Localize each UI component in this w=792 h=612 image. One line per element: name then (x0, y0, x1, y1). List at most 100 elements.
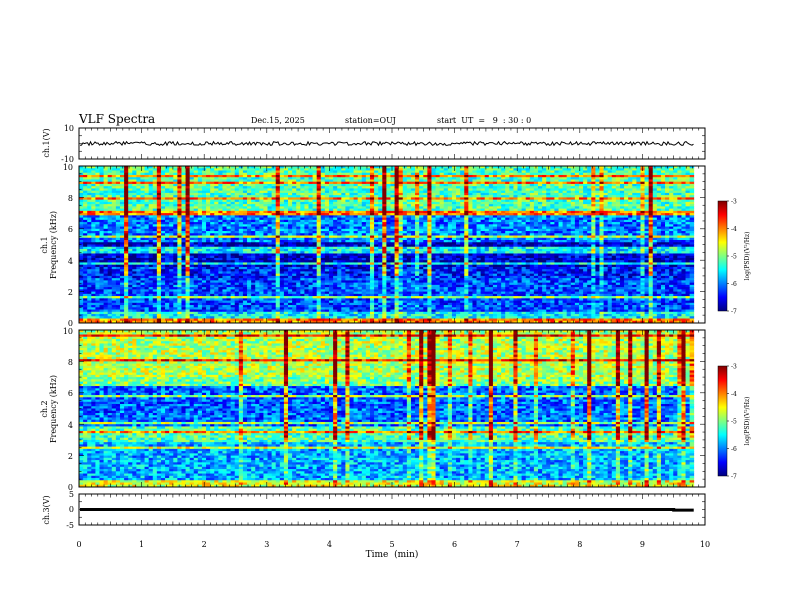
spectrogram-cell (501, 192, 506, 196)
spectrogram-cell (247, 170, 252, 174)
spectrogram-cell (505, 231, 510, 234)
spectrogram-cell (222, 179, 227, 183)
spectrogram-cell (107, 179, 113, 183)
spectrogram-cell (333, 168, 338, 171)
spectrogram-cell (685, 166, 691, 169)
spectrogram-cell (185, 208, 191, 212)
spectrogram-cell (476, 172, 482, 176)
spectrogram-cell (656, 166, 662, 169)
spectrogram-cell (156, 177, 162, 180)
spectrogram-cell (619, 208, 625, 212)
spectrogram-cell (177, 172, 182, 176)
spectrogram-cell (193, 208, 199, 212)
spectrogram-cell (636, 215, 641, 218)
spectrogram-cell (607, 172, 613, 176)
spectrogram-cell (312, 199, 318, 203)
spectrogram-cell (615, 166, 621, 169)
spectrogram-cell (328, 170, 334, 174)
spectrogram-cell (566, 231, 572, 234)
spectrogram-cell (316, 208, 322, 212)
spectrogram-cell (320, 172, 326, 176)
spectrogram-cell (644, 177, 650, 180)
spectrogram-cell (173, 224, 178, 227)
spectrogram-cell (124, 172, 129, 176)
spectrogram-cell (497, 177, 502, 180)
spectrogram-cell (206, 177, 211, 180)
spectrogram-cell (431, 177, 436, 180)
spectrogram-cell (689, 224, 695, 227)
spectrogram-cell (517, 179, 523, 183)
spectrogram-cell (628, 208, 633, 212)
spectrogram-cell (505, 177, 510, 180)
spectrogram-cell (189, 179, 195, 183)
spectrogram-cell (316, 231, 322, 234)
spectrogram-cell (480, 172, 486, 176)
spectrogram-cell (558, 177, 563, 180)
spectrogram-cell (394, 192, 400, 196)
spectrogram-cell (419, 172, 424, 176)
spectrogram-cell (538, 208, 543, 212)
spectrogram-cell (124, 231, 129, 234)
spectrogram-cell (542, 177, 547, 180)
spectrogram-cell (288, 166, 293, 169)
spectrogram-cell (275, 199, 281, 203)
spectrogram-cell (165, 166, 170, 169)
spectrogram-cell (83, 199, 88, 203)
spectrogram-cell (226, 199, 232, 203)
spectrogram-cell (283, 172, 289, 176)
spectrogram-cell (464, 192, 469, 196)
spectrogram-cell (472, 168, 477, 171)
spectrogram-cell (525, 192, 531, 196)
spectrogram-cell (365, 170, 371, 174)
spectrogram-cell (550, 168, 555, 171)
spectrogram-cell (402, 199, 408, 203)
spectrogram-cell (443, 224, 449, 227)
spectrogram-cell (247, 179, 252, 183)
spectrogram-cell (267, 231, 273, 234)
spectrogram-cell (451, 192, 457, 196)
spectrogram-cell (415, 192, 420, 196)
spectrogram-cell (316, 199, 322, 203)
spectrogram-cell (472, 208, 477, 212)
spectrogram-cell (603, 208, 609, 212)
spectrogram-cell (328, 174, 334, 178)
spectrogram-cell (632, 168, 637, 171)
spectrogram-cell (296, 192, 301, 196)
spectrogram-cell (259, 231, 264, 234)
spectrogram-cell (144, 215, 150, 218)
spectrogram-cell (521, 172, 527, 176)
spectrogram-cell (472, 174, 477, 178)
spectrogram-cell (615, 179, 621, 183)
spectrogram-cell (423, 192, 428, 196)
spectrogram-cell (583, 170, 588, 174)
spectrogram-cell (115, 224, 121, 227)
spectrogram-cell (492, 168, 498, 171)
spectrogram-cell (484, 168, 490, 171)
spectrogram-cell (185, 231, 191, 234)
spectrogram-cell (460, 208, 465, 212)
spectrogram-cell (152, 174, 158, 178)
spectrogram-cell (255, 166, 260, 169)
spectrogram-cell (115, 174, 121, 178)
spectrogram-cell (279, 231, 285, 234)
spectrogram-cell (685, 224, 691, 227)
spectrogram-cell (628, 179, 633, 183)
spectrogram-cell (681, 183, 686, 187)
spectrogram-cell (132, 224, 137, 227)
spectrogram-cell (79, 183, 84, 187)
spectrogram-cell (214, 199, 219, 203)
spectrogram-cell (337, 224, 342, 227)
spectrogram-cell (365, 174, 371, 178)
spectrogram-cell (206, 179, 211, 183)
spectrogram-cell (255, 199, 260, 203)
spectrogram-cell (427, 231, 432, 234)
spectrogram-cell (99, 170, 104, 174)
spectrogram-cell (259, 179, 264, 183)
spectrogram-cell (226, 179, 232, 183)
spectrogram-cell (283, 174, 289, 178)
spectrogram-cell (292, 231, 297, 234)
spectrogram-cell (349, 215, 354, 218)
spectrogram-cell (165, 224, 170, 227)
spectrogram-cell (554, 170, 559, 174)
spectrogram-cell (484, 192, 490, 196)
